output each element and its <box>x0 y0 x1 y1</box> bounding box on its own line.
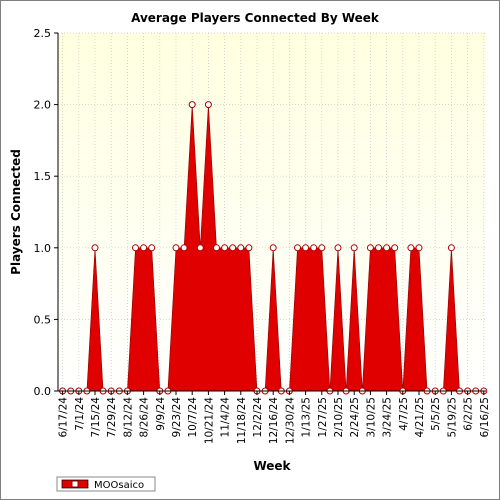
x-tick-label: 11/4/24 <box>220 397 232 438</box>
data-point <box>213 244 220 252</box>
data-point <box>188 101 196 109</box>
axes <box>57 33 486 392</box>
data-point <box>310 244 318 252</box>
y-tick-label: 2.5 <box>34 27 52 40</box>
chart-title: Average Players Connected By Week <box>131 11 380 25</box>
x-tick-label: 7/29/24 <box>106 397 118 438</box>
x-tick-label: 5/5/25 <box>430 397 442 431</box>
y-axis-label: Players Connected <box>9 149 23 275</box>
data-point <box>221 244 229 252</box>
x-tick-label: 4/21/25 <box>414 397 426 437</box>
x-tick-label: 7/1/24 <box>74 397 86 431</box>
data-point <box>245 244 253 252</box>
x-tick-label: 5/19/25 <box>446 397 458 437</box>
x-axis-label: Week <box>253 459 291 473</box>
x-tick-label: 11/18/24 <box>236 397 248 444</box>
x-axis-ticks: 6/17/24 7/1/24 7/15/24 7/29/24 8/12/24 8/26/2… <box>58 391 491 444</box>
x-tick-label: 12/30/24 <box>284 397 296 444</box>
data-point <box>415 244 423 252</box>
x-tick-label: 9/23/24 <box>171 397 183 438</box>
x-tick-label: 3/24/25 <box>382 397 394 437</box>
x-tick-label: 3/10/25 <box>365 397 377 437</box>
x-tick-label: 12/2/24 <box>252 397 264 438</box>
data-point <box>407 244 415 252</box>
data-point <box>302 244 310 252</box>
data-point <box>132 244 139 252</box>
x-tick-label: 6/2/25 <box>463 397 475 431</box>
data-point <box>91 244 99 252</box>
legend: MOOsaico <box>56 476 156 492</box>
y-tick-label: 1.0 <box>34 242 52 255</box>
data-point <box>229 244 237 252</box>
data-point <box>148 244 156 252</box>
x-tick-label: 6/17/24 <box>58 397 70 438</box>
y-axis-ticks: 0.0 0.5 1.0 1.5 2.0 2.5 <box>34 27 58 398</box>
x-tick-label: 1/13/25 <box>301 397 313 437</box>
x-tick-label: 6/16/25 <box>479 397 491 437</box>
x-tick-label: 4/7/25 <box>398 397 410 431</box>
legend-entry-moosaico: MOOsaico <box>94 480 144 491</box>
data-point <box>375 244 382 252</box>
data-point <box>140 244 148 252</box>
data-point <box>204 101 212 109</box>
x-tick-label: 8/26/24 <box>139 397 151 438</box>
data-point <box>334 244 342 252</box>
data-point <box>196 244 204 252</box>
data-point <box>180 244 188 252</box>
legend-marker <box>71 480 79 488</box>
data-point <box>447 244 455 252</box>
x-tick-label: 12/16/24 <box>268 397 280 444</box>
x-tick-label: 9/9/24 <box>155 397 167 431</box>
x-tick-label: 2/10/25 <box>333 397 345 437</box>
x-tick-label: 7/15/24 <box>90 397 102 438</box>
x-tick-label: 1/27/25 <box>317 397 329 437</box>
data-point <box>318 244 326 252</box>
data-point <box>172 244 180 252</box>
y-tick-label: 1.5 <box>34 170 52 183</box>
x-tick-label: 10/21/24 <box>203 397 215 444</box>
x-tick-label: 8/12/24 <box>122 397 134 438</box>
y-tick-label: 0.0 <box>34 385 52 398</box>
y-tick-label: 2.0 <box>34 99 52 112</box>
data-point <box>294 244 301 252</box>
y-tick-label: 0.5 <box>34 313 52 326</box>
data-point <box>269 244 277 252</box>
data-point <box>366 244 374 252</box>
data-point <box>383 244 391 252</box>
data-point <box>391 244 399 252</box>
data-point <box>350 244 358 252</box>
x-tick-label: 2/24/25 <box>349 397 361 437</box>
data-point <box>237 244 245 252</box>
x-tick-label: 10/7/24 <box>187 397 199 438</box>
